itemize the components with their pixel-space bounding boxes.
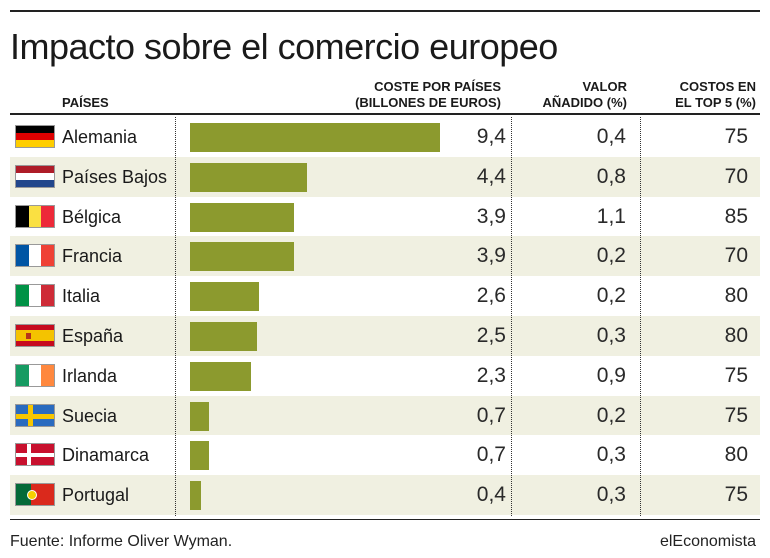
column-divider-value-added — [640, 117, 641, 516]
top-rule — [10, 10, 760, 12]
value-added-value: 0,3 — [596, 323, 626, 347]
country-name: Suecia — [62, 405, 118, 426]
value-added-value: 0,4 — [596, 125, 626, 148]
cost-value: 2,6 — [476, 284, 506, 308]
cost-value: 0,7 — [476, 403, 506, 427]
top5-cost-value: 70 — [724, 244, 748, 268]
denmark-flag-icon — [15, 443, 55, 467]
top5-cost-value: 80 — [724, 323, 748, 347]
country-name: Dinamarca — [62, 445, 150, 466]
header-va-line2: AÑADIDO (%) — [542, 95, 628, 110]
top5-cost-value: 85 — [724, 204, 748, 228]
cost-bar — [190, 162, 308, 192]
header-top5-line2: EL TOP 5 (%) — [675, 95, 756, 110]
header-rule — [10, 113, 760, 115]
france-flag-icon — [15, 244, 55, 268]
top5-cost-value: 75 — [724, 125, 748, 148]
ireland-flag-icon — [15, 363, 55, 387]
table-row: Dinamarca 0,7 0,3 80 — [10, 435, 760, 475]
table-row: Francia 3,9 0,2 70 — [10, 236, 760, 277]
chart-title: Impacto sobre el comercio europeo — [10, 26, 558, 67]
country-name: Francia — [62, 246, 123, 267]
header-countries: PAÍSES — [62, 95, 109, 110]
value-added-value: 0,8 — [596, 164, 626, 188]
cost-bar — [190, 242, 294, 272]
table-row: Suecia 0,7 0,2 75 — [10, 395, 760, 436]
column-divider-cost — [511, 117, 512, 516]
header-cost-line1: COSTE POR PAÍSES — [374, 79, 501, 94]
table-row: Países Bajos 4,4 0,8 70 — [10, 156, 760, 197]
data-table: Alemania 9,4 0,4 75 Países Bajos 4,4 0,8 70 Bélg… — [10, 117, 760, 515]
cost-value: 0,4 — [476, 483, 506, 507]
table-row: Italia 2,6 0,2 80 — [10, 276, 760, 316]
netherlands-flag-icon — [15, 164, 55, 188]
top5-cost-value: 80 — [724, 443, 748, 467]
header-value-added: VALOR AÑADIDO (%) — [543, 79, 628, 111]
cost-bar — [190, 282, 260, 312]
spain-flag-icon — [15, 323, 55, 347]
country-name: Países Bajos — [62, 166, 168, 187]
top5-cost-value: 75 — [724, 403, 748, 427]
cost-value: 2,5 — [476, 323, 506, 347]
table-row: Portugal 0,4 0,3 75 — [10, 475, 760, 515]
cost-value: 9,4 — [476, 125, 506, 148]
table-row: Irlanda 2,3 0,9 75 — [10, 356, 760, 396]
cost-value: 2,3 — [476, 363, 506, 387]
value-added-value: 0,2 — [596, 244, 626, 268]
column-divider-bars — [175, 117, 176, 516]
value-added-value: 0,3 — [596, 443, 626, 467]
cost-bar — [190, 321, 257, 351]
cost-bar — [190, 401, 209, 431]
value-added-value: 1,1 — [596, 204, 626, 228]
source-note: Fuente: Informe Oliver Wyman. — [10, 533, 233, 550]
cost-bar — [190, 481, 201, 511]
cost-value: 4,4 — [476, 164, 506, 188]
header-top5-line1: COSTOS EN — [679, 79, 756, 94]
cost-value: 3,9 — [476, 244, 506, 268]
italy-flag-icon — [15, 284, 55, 308]
cost-bar — [190, 361, 252, 391]
cost-value: 0,7 — [476, 443, 506, 467]
top5-cost-value: 75 — [724, 483, 748, 507]
cost-bar — [190, 123, 441, 152]
country-name: Irlanda — [62, 365, 118, 386]
value-added-value: 0,2 — [596, 403, 626, 427]
table-row: Bélgica 3,9 1,1 85 — [10, 197, 760, 237]
germany-flag-icon — [15, 125, 55, 148]
sweden-flag-icon — [15, 403, 55, 427]
cost-bar — [190, 202, 294, 232]
country-name: Bélgica — [62, 206, 122, 227]
top5-cost-value: 80 — [724, 284, 748, 308]
value-added-value: 0,2 — [596, 284, 626, 308]
top5-cost-value: 75 — [724, 363, 748, 387]
country-name: España — [62, 325, 124, 346]
header-va-line1: VALOR — [582, 79, 627, 94]
country-name: Portugal — [62, 485, 130, 506]
table-row: España 2,5 0,3 80 — [10, 315, 760, 356]
header-cost: COSTE POR PAÍSES (BILLONES DE EUROS) — [355, 79, 501, 111]
portugal-flag-icon — [15, 483, 55, 507]
brand-logo: elEconomista — [659, 533, 756, 550]
header-cost-line2: (BILLONES DE EUROS) — [355, 95, 501, 110]
bottom-rule — [10, 519, 760, 520]
table-row: Alemania 9,4 0,4 75 — [10, 117, 760, 157]
cost-value: 3,9 — [476, 204, 506, 228]
header-top5: COSTOS EN EL TOP 5 (%) — [675, 79, 756, 111]
top5-cost-value: 70 — [724, 164, 748, 188]
belgium-flag-icon — [15, 204, 55, 228]
country-name: Alemania — [62, 127, 138, 147]
country-name: Italia — [62, 286, 101, 307]
value-added-value: 0,9 — [596, 363, 626, 387]
value-added-value: 0,3 — [596, 483, 626, 507]
cost-bar — [190, 441, 209, 471]
